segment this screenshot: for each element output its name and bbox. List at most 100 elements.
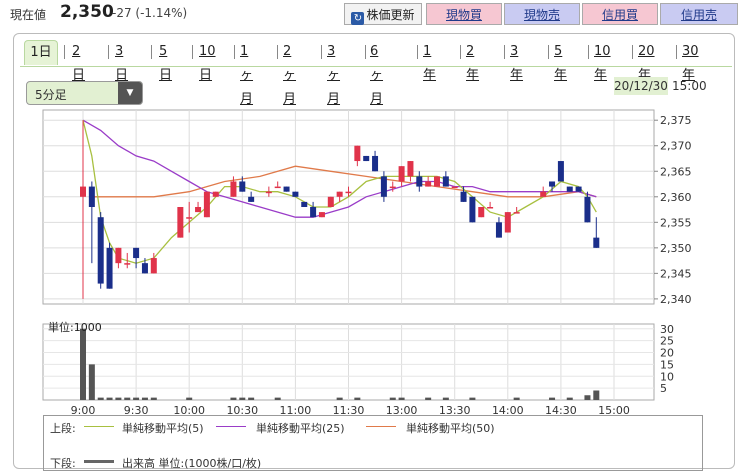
tab-1y[interactable]: 1年 <box>423 44 437 83</box>
volume-tick-label: 30 <box>660 323 674 336</box>
candle-up <box>425 181 432 187</box>
tab-separator <box>588 45 589 59</box>
tab-2m[interactable]: 2ヶ月 <box>283 44 297 107</box>
candle-down <box>575 186 582 192</box>
legend-volume: 出来高 単位:(1000株/口/枚) <box>122 457 262 470</box>
x-tick-label: 13:00 <box>386 404 418 417</box>
tab-3d[interactable]: 3日 <box>115 44 129 83</box>
x-tick-label: 14:30 <box>545 404 577 417</box>
refresh-price-button[interactable]: ↻ 株価更新 <box>344 3 422 25</box>
tab-separator <box>504 45 505 59</box>
tab-5y[interactable]: 5年 <box>554 44 568 83</box>
candle-up <box>540 191 547 197</box>
candle-down <box>416 176 423 187</box>
candle-down <box>566 186 573 192</box>
legend-lower-label: 下段: <box>50 457 76 470</box>
candle-down <box>283 186 290 192</box>
legend-ma5-swatch <box>84 426 114 427</box>
legend-ma50: 単純移動平均(50) <box>406 422 495 435</box>
tab-separator <box>108 45 109 59</box>
volume-bar <box>150 397 157 400</box>
candle-down <box>133 247 140 259</box>
candle-down <box>372 155 379 172</box>
volume-bar <box>398 397 405 400</box>
candle-down <box>106 247 113 289</box>
volume-bar <box>186 397 193 400</box>
tab-separator <box>417 45 418 59</box>
volume-bar <box>115 397 122 400</box>
candle-down <box>363 155 370 162</box>
legend-ma25-swatch <box>216 426 246 427</box>
margin-sell-button[interactable]: 信用売 <box>660 3 738 25</box>
candle-up <box>177 207 184 238</box>
candle-up <box>318 212 325 218</box>
volume-bar <box>469 397 476 400</box>
tab-5d[interactable]: 5日 <box>159 44 173 83</box>
tab-1m[interactable]: 1ヶ月 <box>240 44 254 107</box>
candle-down <box>239 181 246 192</box>
volume-bar <box>549 397 556 400</box>
tab-30y[interactable]: 30年 <box>682 44 699 83</box>
cash-buy-button[interactable]: 現物買 <box>426 3 502 25</box>
x-tick-label: 15:00 <box>598 404 630 417</box>
candle-up <box>327 196 334 207</box>
tab-2y[interactable]: 2年 <box>466 44 480 83</box>
candle-down <box>301 201 308 207</box>
y-tick-label: 2,370 <box>660 140 692 153</box>
quote-header: 現在値 2,350 -27 (-1.14%) ↻ 株価更新 現物買 現物売 信用買… <box>0 0 749 28</box>
x-tick-label: 10:30 <box>226 404 258 417</box>
x-tick-label: 10:00 <box>173 404 205 417</box>
tab-separator <box>277 45 278 59</box>
price-change: -27 (-1.14%) <box>112 6 188 20</box>
margin-buy-button[interactable]: 信用買 <box>582 3 658 25</box>
chart-time: 15:00 <box>672 79 707 93</box>
tab-10y[interactable]: 10年 <box>594 44 611 83</box>
volume-tick-label: 5 <box>660 382 667 395</box>
candle-up <box>354 145 361 162</box>
tab-separator <box>64 45 65 59</box>
y-tick-label: 2,345 <box>660 267 692 280</box>
tab-3m[interactable]: 3ヶ月 <box>327 44 341 107</box>
volume-bar <box>133 397 140 400</box>
x-tick-label: 9:30 <box>124 404 149 417</box>
tab-10d[interactable]: 10日 <box>199 44 216 83</box>
candle-up <box>230 181 237 197</box>
candle-up <box>513 212 520 214</box>
candle-up <box>115 247 122 264</box>
tab-3y[interactable]: 3年 <box>510 44 524 83</box>
candle-down <box>557 161 564 182</box>
tab-1d[interactable]: 1日 <box>24 40 58 65</box>
volume-tick-label: 25 <box>660 335 674 348</box>
x-tick-label: 9:00 <box>71 404 96 417</box>
chart-legend: 上段: 単純移動平均(5) 単純移動平均(25) 単純移動平均(50) 下段: … <box>43 415 703 471</box>
tab-separator <box>321 45 322 59</box>
chart-date: 20/12/30 <box>614 77 668 95</box>
volume-tick-label: 10 <box>660 370 674 383</box>
candle-down <box>292 191 299 197</box>
refresh-icon: ↻ <box>351 12 365 25</box>
tab-2d[interactable]: 2日 <box>72 44 86 83</box>
current-price-label: 現在値 <box>10 8 47 22</box>
candle-down <box>593 237 600 248</box>
chevron-down-icon: ▼ <box>118 82 142 104</box>
x-tick-label: 13:30 <box>439 404 471 417</box>
volume-bar <box>239 397 246 400</box>
tab-separator <box>460 45 461 59</box>
interval-select[interactable]: 5分足 ▼ <box>26 81 143 105</box>
candle-up <box>274 186 281 189</box>
volume-bar <box>593 390 600 400</box>
candle-down <box>97 217 104 284</box>
tab-6m[interactable]: 6ヶ月 <box>370 44 384 107</box>
tab-separator <box>151 45 152 59</box>
volume-tick-label: 15 <box>660 358 674 371</box>
volume-bar <box>274 397 281 400</box>
y-tick-label: 2,360 <box>660 191 692 204</box>
volume-unit-label: 単位:1000 <box>48 320 102 334</box>
volume-bar <box>584 395 591 400</box>
candle-up <box>212 191 219 197</box>
volume-bar <box>97 397 104 400</box>
volume-bar <box>425 397 432 400</box>
candle-down <box>141 263 148 274</box>
cash-sell-button[interactable]: 現物売 <box>504 3 580 25</box>
